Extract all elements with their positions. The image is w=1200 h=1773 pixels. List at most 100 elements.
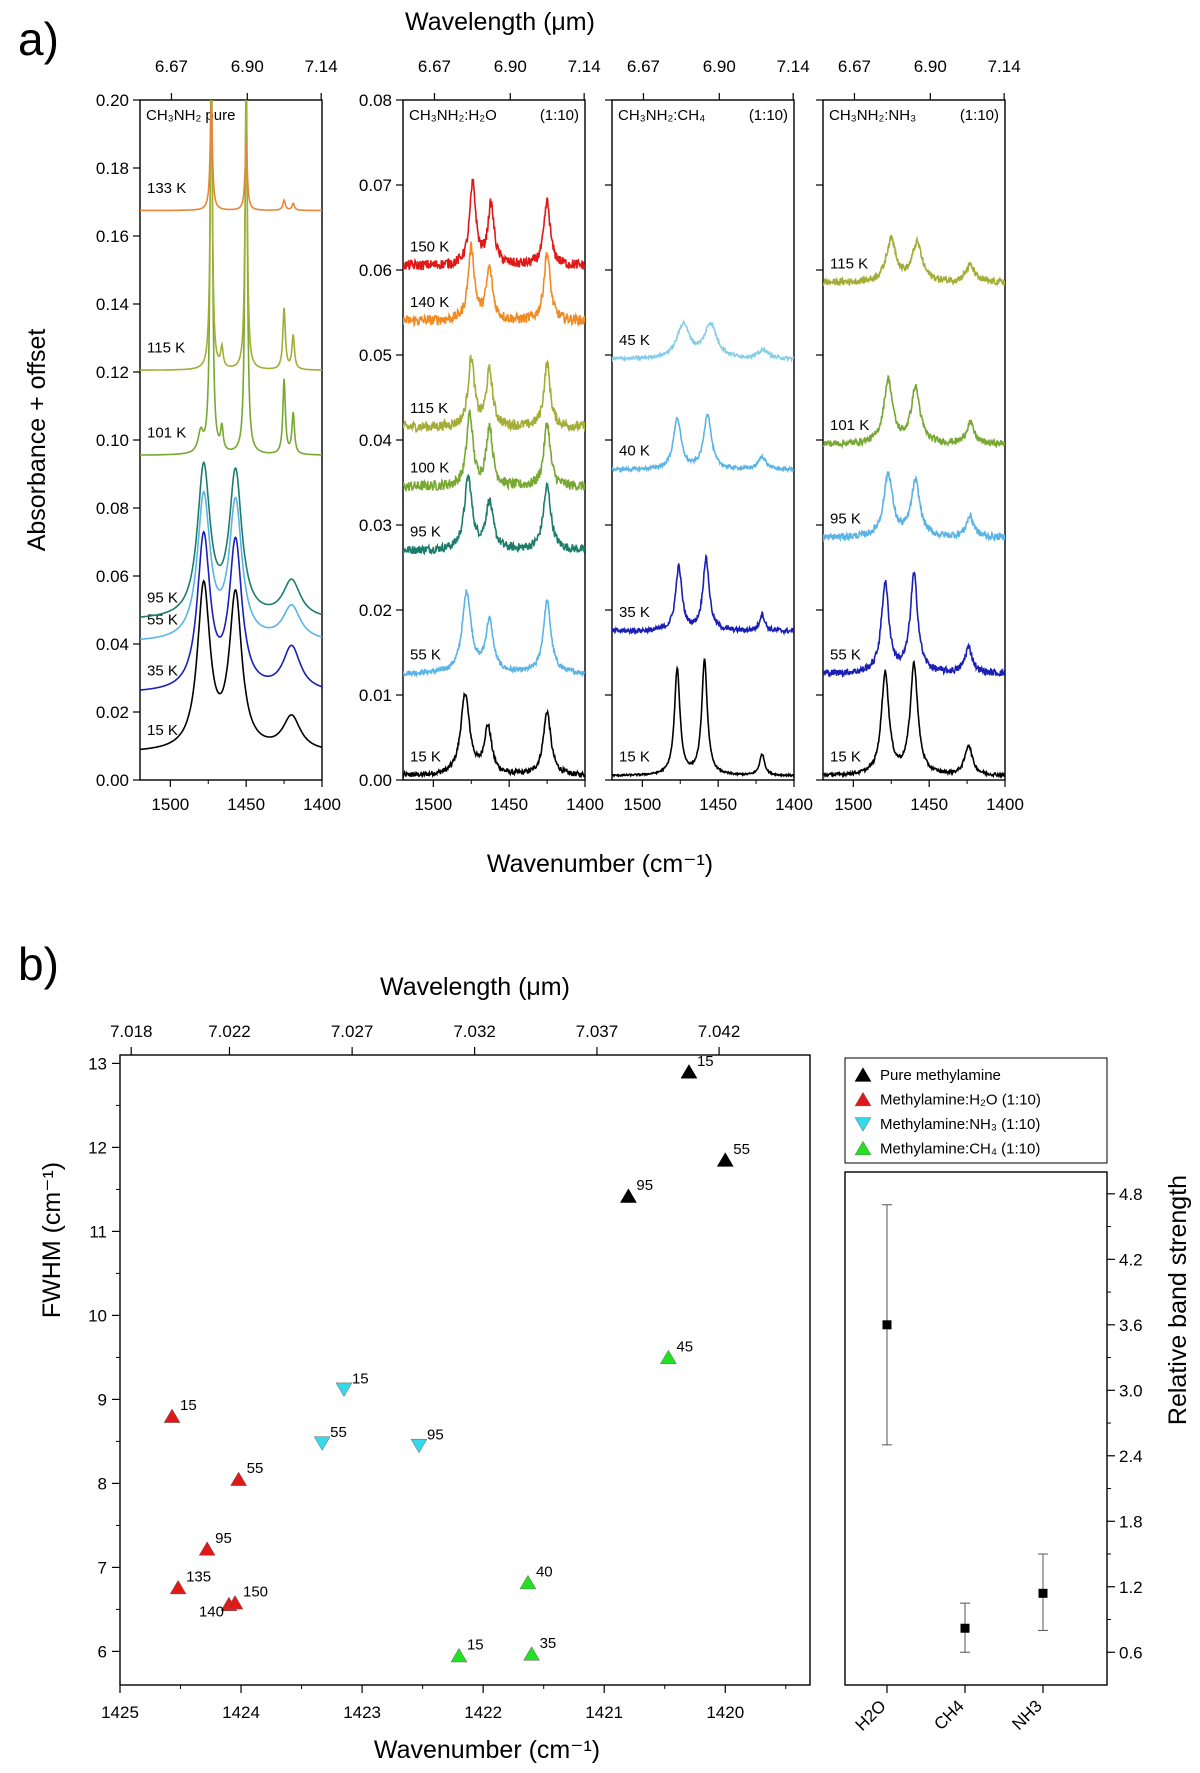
data-point-marker bbox=[854, 1067, 872, 1082]
spectrum-line bbox=[403, 409, 585, 493]
data-point-label: 15 bbox=[697, 1053, 714, 1070]
band-strength-plot: 0.6 1.2 1.8 2.4 3.0 3.6 4.2 4.8 H2O CH4 NH3 bbox=[844, 1171, 1143, 1735]
spectrum-label: 95 K bbox=[410, 523, 441, 540]
plot-frame bbox=[402, 99, 586, 781]
data-point-label: 35 bbox=[540, 1635, 557, 1652]
x-tick-label: 1420 bbox=[706, 1703, 744, 1722]
data-point-marker bbox=[163, 1408, 181, 1423]
y-tick-label: 0.01 bbox=[359, 686, 392, 705]
x-tick-label: 1424 bbox=[222, 1703, 260, 1722]
category-label: H2O bbox=[852, 1696, 890, 1734]
data-point-marker bbox=[198, 1541, 216, 1556]
spectrum-line bbox=[403, 691, 585, 779]
y-tick-label: 0.02 bbox=[359, 601, 392, 620]
frame-title: CH₃NH₂:CH₄ bbox=[618, 107, 705, 124]
panel-a-top-axis-title: Wavelength (μm) bbox=[405, 8, 595, 36]
spectrum-frame-1: 1500 1450 1400 6.67 6.90 7.14 0.00 0.02 0.04 0.06… bbox=[96, 57, 341, 814]
y-tick-label: 0.04 bbox=[96, 635, 129, 654]
spectrum-line bbox=[403, 178, 585, 272]
spectrum-label: 150 K bbox=[410, 239, 449, 256]
legend-entry: Methylamine:NH₃ (1:10) bbox=[854, 1116, 1040, 1133]
x-tick-label: 1425 bbox=[101, 1703, 139, 1722]
frame-ratio: (1:10) bbox=[540, 107, 579, 124]
data-point-label: 55 bbox=[733, 1141, 750, 1158]
series-group: 15 55 95 bbox=[619, 1053, 750, 1203]
data-point-label: 95 bbox=[636, 1177, 653, 1194]
spectrum-line bbox=[140, 101, 322, 212]
series-group: 15 55 95 bbox=[313, 1370, 444, 1454]
spectrum-line bbox=[612, 318, 794, 364]
spectrum-line bbox=[140, 461, 322, 618]
panel-b-right-axis-title: Relative band strength bbox=[1164, 1175, 1192, 1425]
spectrum-label: 15 K bbox=[830, 749, 861, 766]
data-point-label: 40 bbox=[536, 1564, 553, 1581]
legend-label: Methylamine:NH₃ (1:10) bbox=[880, 1116, 1040, 1133]
spectrum-label: 15 K bbox=[147, 722, 178, 739]
x-tick-label: 1450 bbox=[227, 795, 265, 814]
spectrum-label: 35 K bbox=[147, 663, 178, 680]
spectrum-line bbox=[140, 100, 322, 371]
spectrum-line bbox=[140, 490, 322, 641]
x-tick-label: 1500 bbox=[623, 795, 661, 814]
y-tick-label: 0.08 bbox=[359, 91, 392, 110]
y-tick-label: 0.16 bbox=[96, 227, 129, 246]
data-point-marker bbox=[960, 1623, 970, 1633]
x-tick-label: 1423 bbox=[343, 1703, 381, 1722]
panel-a-y-axis-title: Absorbance + offset bbox=[23, 329, 51, 552]
spectrum-frame-3: 1500 1450 1400 6.67 6.90 7.14 CH₃NH₂:CH₄ (1:10)… bbox=[605, 57, 813, 814]
legend-label: Methylamine:H₂O (1:10) bbox=[880, 1092, 1041, 1109]
y-tick-label: 7 bbox=[98, 1558, 107, 1577]
y-tick-label: 0.08 bbox=[96, 499, 129, 518]
legend-label: Methylamine:CH₄ (1:10) bbox=[880, 1141, 1040, 1158]
spectrum-label: 55 K bbox=[410, 647, 441, 664]
panel-b-label: b) bbox=[18, 938, 59, 990]
y-tick-label: 9 bbox=[98, 1390, 107, 1409]
panel-a-bottom-axis-title: Wavenumber (cm⁻¹) bbox=[487, 850, 713, 878]
spectrum-line bbox=[823, 234, 1005, 287]
spectrum-line bbox=[612, 413, 794, 474]
x-tick-label: 1400 bbox=[303, 795, 341, 814]
data-point-label: 15 bbox=[180, 1397, 197, 1414]
data-point-label: 45 bbox=[676, 1338, 693, 1355]
top-tick-label: 6.90 bbox=[703, 57, 736, 76]
x-tick-label: 1500 bbox=[834, 795, 872, 814]
inset-frame bbox=[844, 1171, 1108, 1686]
data-point-label: 55 bbox=[330, 1424, 347, 1441]
top-tick-label: 6.67 bbox=[418, 57, 451, 76]
y-tick-label: 0.14 bbox=[96, 295, 129, 314]
panel-b-bottom-axis-title: Wavenumber (cm⁻¹) bbox=[374, 1736, 600, 1764]
x-tick-label: 1400 bbox=[566, 795, 604, 814]
legend-box bbox=[844, 1057, 1108, 1164]
top-tick-label: 7.14 bbox=[568, 57, 601, 76]
spectrum-line bbox=[823, 471, 1005, 543]
spectrum-line bbox=[612, 658, 794, 778]
spectrum-label: 133 K bbox=[147, 180, 186, 197]
spectrum-line bbox=[403, 589, 585, 678]
y-tick-label: 1.2 bbox=[1119, 1578, 1143, 1597]
top-tick-label: 7.027 bbox=[331, 1022, 374, 1041]
y-tick-label: 4.8 bbox=[1119, 1185, 1143, 1204]
top-tick-label: 6.90 bbox=[231, 57, 264, 76]
y-tick-label: 12 bbox=[88, 1138, 107, 1157]
data-point-marker bbox=[450, 1647, 468, 1663]
data-point-marker bbox=[854, 1140, 872, 1156]
top-tick-label: 6.67 bbox=[155, 57, 188, 76]
x-tick-label: 1500 bbox=[414, 795, 452, 814]
y-tick-label: 13 bbox=[88, 1054, 107, 1073]
y-tick-label: 0.00 bbox=[359, 771, 392, 790]
top-tick-label: 7.018 bbox=[110, 1022, 153, 1041]
category-label: NH3 bbox=[1008, 1696, 1045, 1733]
spectrum-label: 95 K bbox=[147, 590, 178, 607]
top-tick-label: 7.14 bbox=[988, 57, 1021, 76]
y-tick-label: 0.05 bbox=[359, 346, 392, 365]
legend: Pure methylamine Methylamine:H₂O (1:10) Me… bbox=[844, 1057, 1108, 1164]
category-label: CH4 bbox=[930, 1696, 967, 1733]
top-tick-label: 6.67 bbox=[838, 57, 871, 76]
x-tick-label: 1421 bbox=[585, 1703, 623, 1722]
spectrum-line bbox=[140, 579, 322, 751]
top-tick-label: 7.14 bbox=[777, 57, 810, 76]
top-tick-label: 7.037 bbox=[576, 1022, 619, 1041]
spectrum-frame-2: 1500 1450 1400 6.67 6.90 7.14 0.00 0.01 0.02 0.03… bbox=[359, 57, 604, 814]
frame-title: CH₃NH₂ pure bbox=[146, 107, 235, 124]
